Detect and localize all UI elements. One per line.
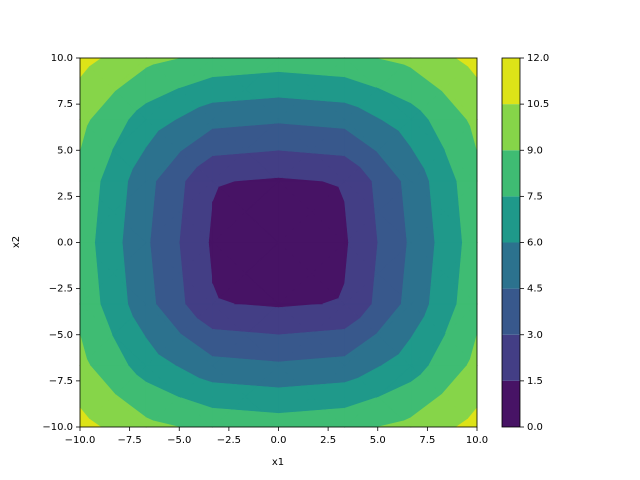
contour-band [212, 356, 223, 367]
y-tick-label: 2.5 [57, 191, 73, 202]
contour-band [145, 337, 159, 367]
x-tick-label: −5.0 [167, 435, 191, 446]
contour-band [344, 180, 376, 240]
contour-band [410, 118, 445, 169]
contour-band [212, 283, 219, 305]
colorbar-tick-label: 7.5 [527, 191, 543, 202]
contour-band [278, 57, 296, 74]
x-tick-label: −7.5 [117, 435, 141, 446]
contour-band [212, 57, 232, 78]
x-tick-label: −2.5 [217, 435, 241, 446]
colorbar-tick-label: 3.0 [527, 330, 543, 341]
colorbar-segment [502, 288, 520, 335]
contour-band [145, 180, 156, 244]
y-axis-label: x2 [11, 236, 22, 248]
y-tick-label: 0.0 [57, 238, 73, 249]
x-tick-label: 5.0 [370, 435, 386, 446]
y-tick-label: −5.0 [49, 330, 73, 341]
contour-band [278, 385, 312, 414]
y-tick-label: 10.0 [51, 53, 73, 64]
contour-band [278, 411, 296, 428]
contour-band [344, 57, 377, 88]
colorbar-tick-label: 9.0 [527, 145, 543, 156]
colorbar-segment [502, 104, 520, 151]
contour-band [374, 270, 379, 277]
x-tick-label: 7.5 [419, 435, 435, 446]
contour-band [212, 118, 223, 129]
colorbar-tick-label: 12.0 [527, 53, 549, 64]
colorbar-tick-label: 1.5 [527, 376, 543, 387]
contour-band [212, 382, 246, 410]
contour-band [145, 417, 154, 428]
colorbar-tick-label: 4.5 [527, 284, 543, 295]
contour-band [145, 241, 156, 305]
colorbar-segment [502, 150, 520, 197]
x-tick-label: −10.0 [65, 435, 96, 446]
contour-band [430, 262, 445, 287]
contour-band [410, 57, 445, 92]
contour-band [145, 118, 159, 148]
contour-band [344, 397, 377, 428]
contour-band [212, 180, 219, 202]
x-tick-label: 10.0 [466, 435, 488, 446]
x-axis-label: x1 [272, 457, 284, 468]
contour-band [212, 407, 232, 428]
contour-band [278, 180, 312, 244]
y-tick-label: −2.5 [49, 284, 73, 295]
contour-band [344, 333, 379, 367]
x-tick-label: 0.0 [271, 435, 287, 446]
y-tick-label: −10.0 [42, 422, 73, 433]
contour-band [278, 241, 312, 305]
contour-band [430, 198, 445, 223]
colorbar-segment [502, 380, 520, 427]
colorbar-segment [502, 242, 520, 289]
x-tick-label: 2.5 [320, 435, 336, 446]
contour-band [278, 361, 284, 367]
colorbar-tick-label: 6.0 [527, 238, 543, 249]
colorbar-tick-label: 0.0 [527, 422, 543, 433]
y-tick-label: 7.5 [57, 99, 73, 110]
contour-band [410, 316, 445, 367]
colorbar-segment [502, 334, 520, 381]
contour-band [278, 331, 312, 363]
y-tick-label: 5.0 [57, 145, 73, 156]
contour-band [374, 208, 379, 215]
contour-band [344, 377, 379, 409]
contour-band [410, 393, 445, 428]
y-tick-label: −7.5 [49, 376, 73, 387]
contour-band [212, 328, 246, 358]
colorbar-tick-label: 10.5 [527, 99, 549, 110]
contour-band [145, 57, 154, 68]
contour-band [278, 118, 284, 124]
colorbar-segment [502, 58, 520, 105]
colorbar-segment [502, 196, 520, 243]
contour-band [344, 118, 379, 152]
